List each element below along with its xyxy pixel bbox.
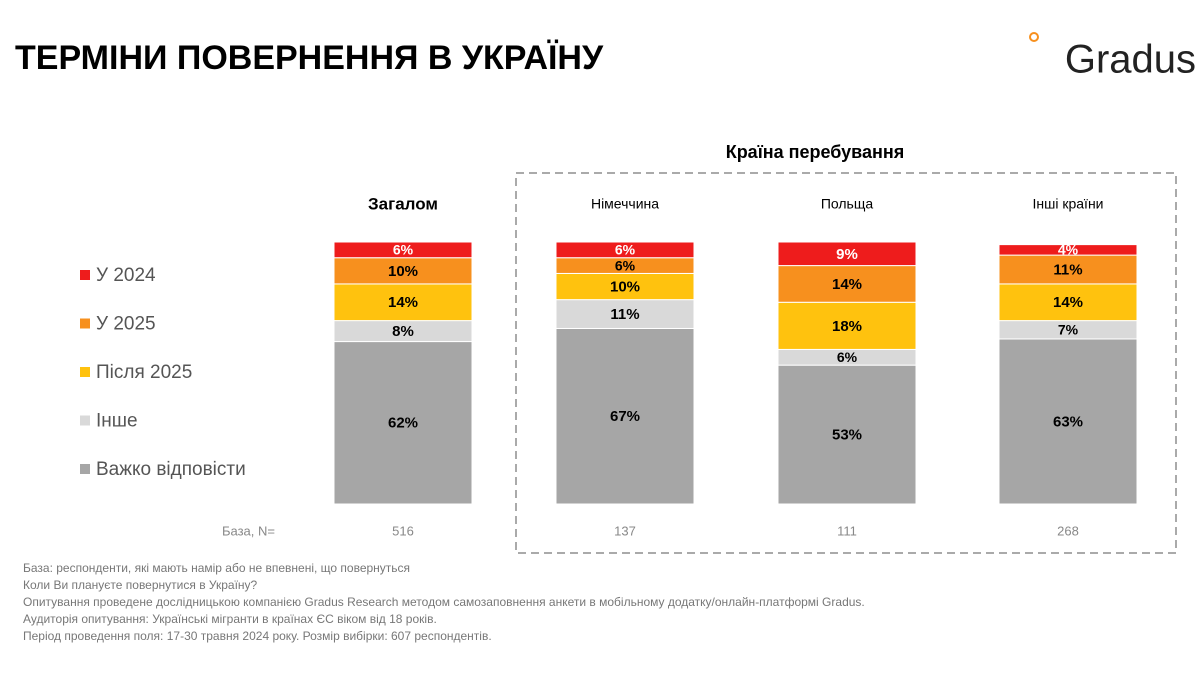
value-label: 10% xyxy=(388,263,418,280)
footnote: Період проведення поля: 17-30 травня 202… xyxy=(23,629,492,643)
base-n: 137 xyxy=(614,523,636,538)
legend-swatch xyxy=(80,415,90,426)
footnote: Аудиторія опитування: Українські мігрант… xyxy=(23,612,437,626)
legend-swatch xyxy=(80,318,90,329)
base-label: База, N= xyxy=(222,523,275,538)
footnote: Опитування проведене дослідницькою компа… xyxy=(23,595,865,609)
value-label: 4% xyxy=(1058,242,1079,258)
base-n: 516 xyxy=(392,523,414,538)
legend-label: Важко відповісти xyxy=(96,459,246,480)
logo-dot xyxy=(1029,32,1039,42)
bar-segment xyxy=(998,338,1138,505)
category-label: Польща xyxy=(821,196,874,212)
category-label: Загалом xyxy=(368,194,438,213)
group-box xyxy=(515,172,1177,554)
base-n: 111 xyxy=(837,523,857,538)
legend-swatch xyxy=(80,367,90,377)
bar-segment xyxy=(998,283,1138,322)
legend-swatch xyxy=(80,464,90,474)
bar-segment xyxy=(555,241,695,259)
bar-segment xyxy=(333,241,473,259)
value-label: 6% xyxy=(837,349,858,365)
bar-segment xyxy=(555,327,695,505)
bar-segment xyxy=(555,272,695,301)
legend-label: Після 2025 xyxy=(96,362,192,383)
value-label: 8% xyxy=(392,323,414,340)
title: ТЕРМІНИ ПОВЕРНЕННЯ В УКРАЇНУ xyxy=(15,39,604,77)
value-label: 11% xyxy=(610,306,639,323)
value-label: 18% xyxy=(832,318,862,335)
category-label: Інші країни xyxy=(1033,196,1104,212)
bar-segment xyxy=(777,364,917,505)
value-label: 10% xyxy=(610,279,640,296)
value-label: 14% xyxy=(832,276,862,293)
bar-segment xyxy=(333,257,473,285)
footnote: База: респонденти, які мають намір або н… xyxy=(23,561,410,575)
value-label: 11% xyxy=(1053,261,1082,278)
value-label: 62% xyxy=(388,415,418,432)
category-label: Німеччина xyxy=(591,196,659,212)
legend-label: У 2024 xyxy=(96,265,156,286)
group-label: Країна перебування xyxy=(726,142,905,162)
value-label: 9% xyxy=(836,246,858,263)
value-label: 6% xyxy=(615,242,636,258)
base-n: 268 xyxy=(1057,523,1079,538)
footnote: Коли Ви плануєте повернутися в Україну? xyxy=(23,578,258,592)
bar-segment xyxy=(555,299,695,329)
logo: Gradus xyxy=(1065,38,1196,82)
legend-label: У 2025 xyxy=(96,314,156,335)
bar-segment xyxy=(998,244,1138,256)
value-label: 14% xyxy=(1053,294,1083,311)
bar-segment xyxy=(998,254,1138,285)
value-label: 67% xyxy=(610,408,640,425)
legend-label: Інше xyxy=(96,411,138,432)
value-label: 6% xyxy=(615,257,636,273)
value-label: 63% xyxy=(1053,413,1083,430)
legend-swatch xyxy=(80,270,90,280)
value-label: 7% xyxy=(1058,321,1079,337)
bar-segment xyxy=(777,265,917,303)
value-label: 53% xyxy=(832,427,862,444)
value-label: 14% xyxy=(388,294,418,311)
bar-segment xyxy=(777,241,917,267)
value-label: 6% xyxy=(393,242,414,258)
